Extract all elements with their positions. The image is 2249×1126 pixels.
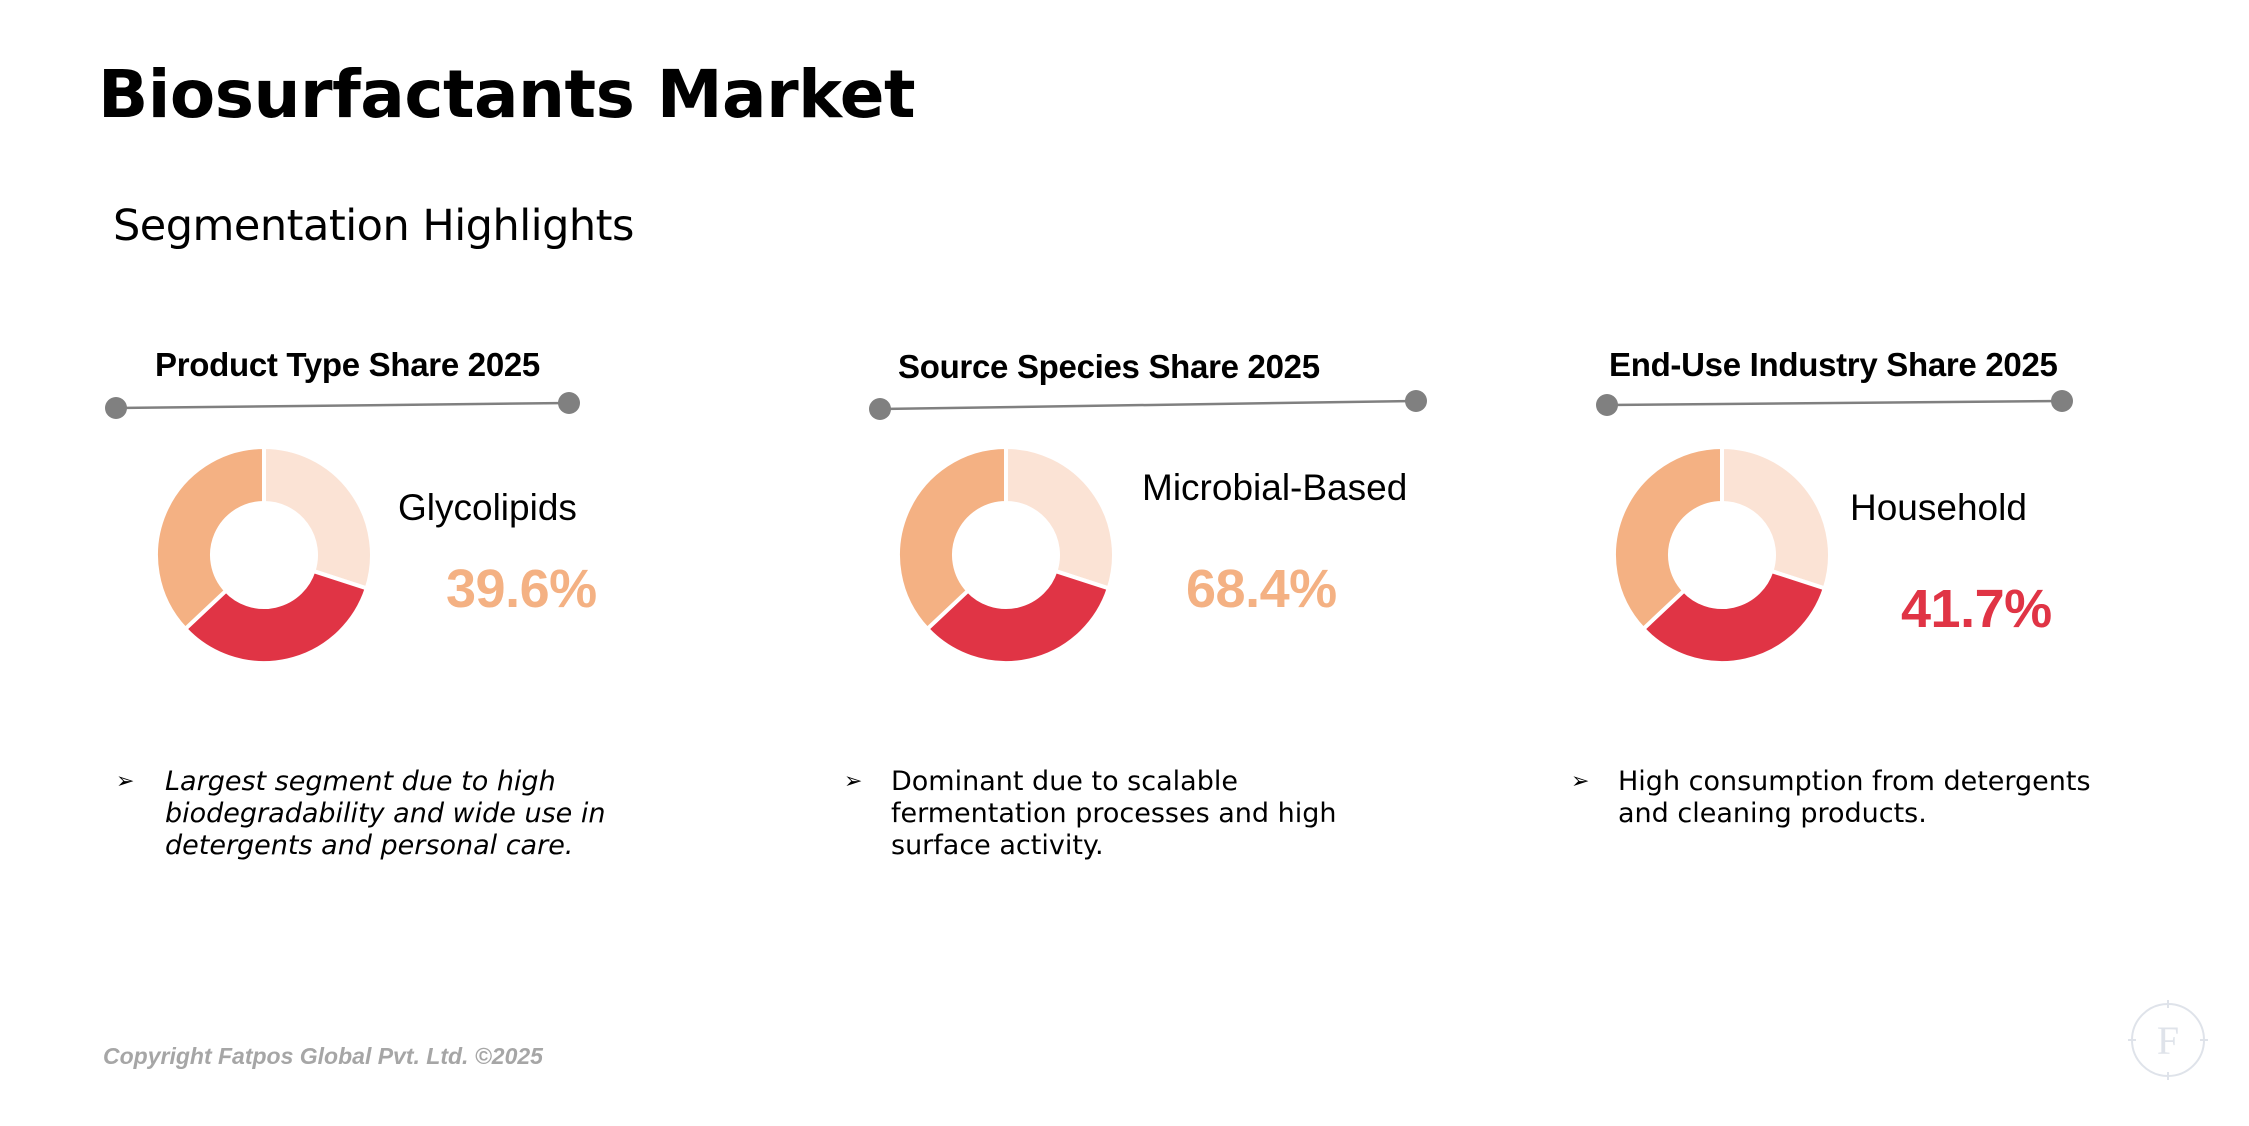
segment-panel-product-type: Product Type Share 2025 Glycolipids 39.6… bbox=[0, 0, 700, 900]
panel-title: Source Species Share 2025 bbox=[898, 348, 1320, 385]
donut-segment-1 bbox=[182, 568, 370, 665]
bullet-text: High consumption from detergents and cle… bbox=[1618, 766, 2091, 829]
arrowhead-bullet-icon: ➢ bbox=[116, 769, 135, 794]
connector-line bbox=[1596, 390, 2073, 416]
segment-panel-end-use-industry: End-Use Industry Share 2025 Household 41… bbox=[1455, 0, 2155, 900]
copyright-notice: Copyright Fatpos Global Pvt. Ltd. ©2025 bbox=[103, 1043, 543, 1069]
donut-segment-0 bbox=[1004, 444, 1116, 591]
donut-segment-0 bbox=[1720, 444, 1832, 591]
donut-segment-2 bbox=[154, 444, 266, 632]
connector-line bbox=[869, 390, 1427, 420]
donut-chart bbox=[1612, 444, 1832, 665]
donut-segment-1 bbox=[924, 568, 1112, 665]
donut-segment-0 bbox=[262, 444, 374, 591]
segment-value: 41.7% bbox=[1901, 579, 2052, 639]
bullet-text: Largest segment due to high biodegradabi… bbox=[165, 766, 606, 861]
segment-label: Microbial-Based bbox=[1142, 467, 1408, 508]
segment-value: 39.6% bbox=[446, 559, 597, 619]
arrowhead-bullet-icon: ➢ bbox=[1571, 769, 1590, 794]
section-subtitle: Segmentation Highlights bbox=[113, 201, 634, 251]
segment-panel-source-species: Source Species Share 2025 Microbial-Base… bbox=[728, 0, 1428, 900]
donut-chart bbox=[896, 444, 1116, 665]
segment-label: Household bbox=[1850, 487, 2027, 528]
segment-label: Glycolipids bbox=[398, 487, 577, 528]
panel-title: End-Use Industry Share 2025 bbox=[1609, 346, 2058, 383]
arrowhead-bullet-icon: ➢ bbox=[844, 769, 863, 794]
donut-chart bbox=[154, 444, 374, 665]
donut-segment-1 bbox=[1640, 568, 1828, 665]
connector-line bbox=[105, 392, 580, 419]
donut-segment-2 bbox=[1612, 444, 1724, 632]
donut-segment-2 bbox=[896, 444, 1008, 632]
fatpos-logo-icon: F bbox=[2128, 1000, 2208, 1080]
logo-letter: F bbox=[2157, 1018, 2179, 1063]
segment-value: 68.4% bbox=[1186, 559, 1337, 619]
bullet-text: Dominant due to scalable fermentation pr… bbox=[891, 766, 1337, 861]
page-title: Biosurfactants Market bbox=[98, 56, 916, 133]
panel-title: Product Type Share 2025 bbox=[155, 346, 540, 383]
